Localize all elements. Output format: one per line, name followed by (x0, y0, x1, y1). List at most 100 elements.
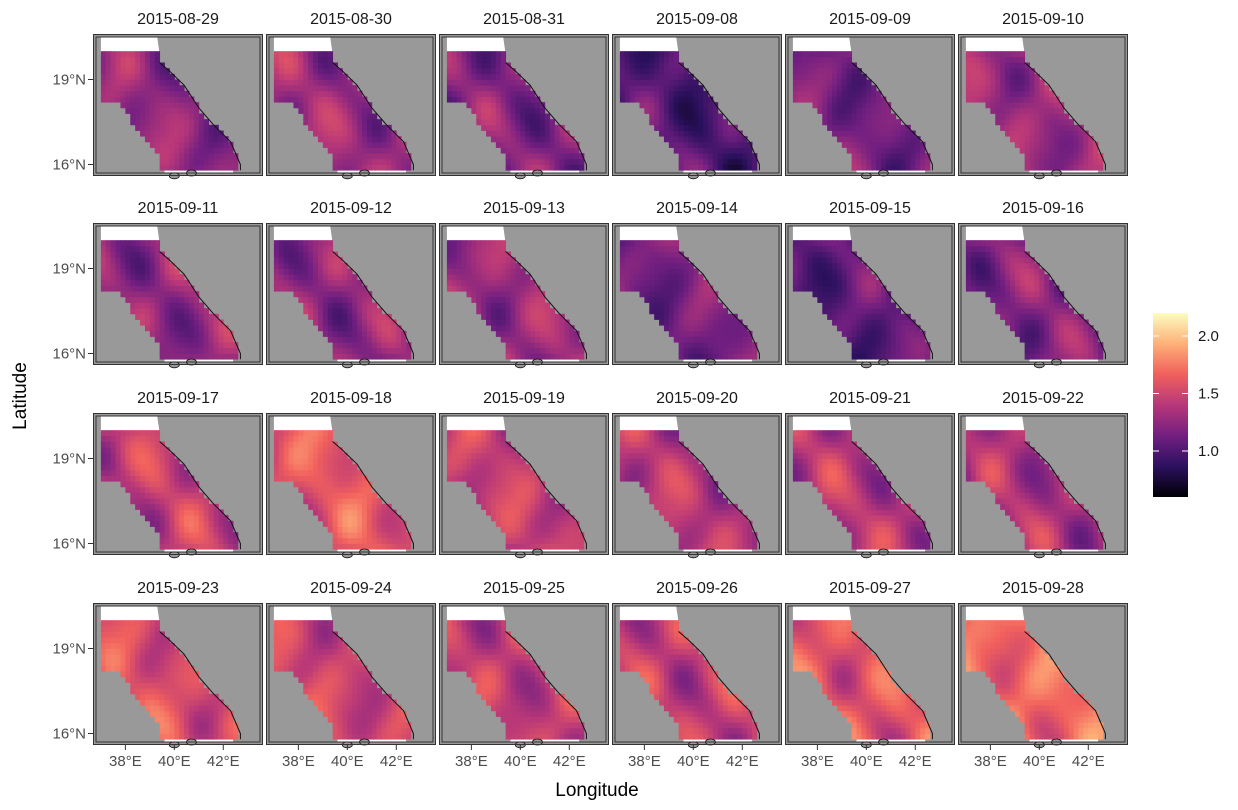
facet-panel: 2015-08-31 (439, 11, 609, 180)
heat-cell (544, 330, 551, 337)
heat-cell (1078, 342, 1084, 349)
heat-cell (722, 336, 728, 343)
heat-cell (481, 291, 487, 298)
heat-cell (856, 119, 862, 126)
heat-cell (708, 113, 714, 120)
heat-cell (184, 503, 190, 510)
heat-cell (915, 336, 921, 343)
heat-cell (174, 475, 180, 482)
heat-cell (1005, 102, 1011, 109)
heat-cell (317, 62, 324, 69)
heat-cell (1044, 313, 1050, 320)
heat-cell (490, 302, 497, 309)
heat-cell (995, 308, 1001, 315)
heat-cell (179, 503, 185, 510)
heat-cell (352, 291, 358, 298)
heat-cell (451, 274, 458, 281)
heat-cell (673, 85, 680, 92)
heat-cell (871, 279, 877, 286)
heat-cell (381, 136, 387, 143)
heat-cell (198, 136, 205, 143)
heat-cell (727, 353, 733, 360)
no-data-area (1029, 359, 1099, 362)
heat-cell (554, 158, 560, 165)
heat-cell (520, 141, 526, 148)
panel-frame-inner (441, 225, 607, 363)
heat-cell (975, 56, 981, 63)
heat-cell (871, 274, 877, 281)
heat-cell (208, 124, 214, 131)
heat-cell (846, 79, 853, 86)
heat-cell (525, 90, 531, 97)
heat-cell (659, 124, 665, 131)
heat-cell (885, 147, 892, 154)
heat-cell (515, 296, 521, 303)
heat-cell (159, 136, 165, 143)
heat-cell (283, 458, 289, 465)
heat-cell (832, 279, 838, 286)
heat-cell (476, 251, 482, 258)
heat-cell (634, 268, 640, 275)
heat-cell (644, 85, 650, 92)
heat-cell (130, 296, 136, 303)
heat-cell (481, 447, 487, 454)
heat-cell (140, 51, 146, 58)
heat-cell (184, 520, 190, 527)
heat-cell (481, 475, 487, 482)
heat-cell (905, 130, 911, 137)
heat-cell (130, 240, 136, 247)
heat-cell (564, 158, 570, 165)
heat-cell (303, 475, 309, 482)
heat-cell (193, 119, 200, 126)
heat-cell (140, 430, 146, 437)
heat-cell (317, 308, 324, 315)
heat-cell (644, 51, 650, 58)
heat-cell (910, 325, 916, 332)
heat-cell (135, 85, 141, 92)
heat-cell (174, 342, 180, 349)
heat-cell (283, 430, 289, 437)
heat-cell (525, 526, 531, 533)
heat-cell (554, 325, 560, 332)
heat-cell (376, 319, 382, 326)
heat-cell (539, 113, 546, 120)
heat-cell (456, 279, 462, 286)
heat-cell (391, 532, 397, 539)
heat-cell (688, 102, 694, 109)
heat-cell (456, 62, 462, 69)
heat-cell (802, 240, 808, 247)
heat-cell (890, 336, 897, 343)
heat-cell (352, 130, 358, 137)
heat-cell (1034, 347, 1040, 354)
heat-cell (970, 285, 977, 292)
heat-cell (322, 96, 329, 103)
heat-cell (841, 279, 848, 286)
heat-cell (1058, 153, 1065, 160)
heat-cell (1039, 113, 1045, 120)
heat-cell (975, 90, 981, 97)
heat-cell (159, 509, 165, 516)
heat-cell (189, 537, 195, 544)
heat-cell (313, 486, 319, 493)
heat-cell (505, 257, 511, 264)
heat-cell (337, 532, 343, 539)
heat-cell (189, 498, 195, 505)
heat-cell (303, 464, 309, 471)
heat-cell (461, 268, 467, 275)
heat-cell (105, 268, 112, 275)
heat-cell (885, 124, 892, 131)
heat-cell (352, 141, 358, 148)
heat-cell (861, 164, 867, 171)
heat-cell (366, 503, 373, 510)
heat-cell (722, 342, 728, 349)
heat-cell (817, 251, 823, 258)
heat-cell (446, 469, 453, 476)
heat-cell (510, 79, 516, 86)
heat-cell (1068, 319, 1074, 326)
heat-cell (649, 73, 655, 80)
heat-cell (1068, 308, 1074, 315)
heat-cell (1029, 96, 1035, 103)
heat-cell (525, 353, 531, 360)
heat-cell (164, 464, 170, 471)
heat-cell (885, 342, 892, 349)
